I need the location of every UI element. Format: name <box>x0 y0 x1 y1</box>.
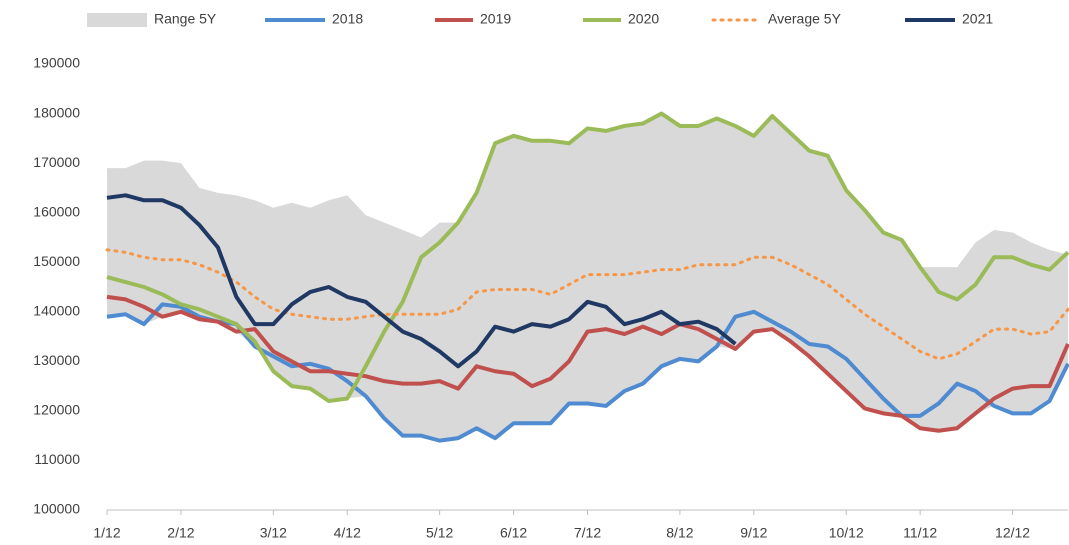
x-tick-label: 2/12 <box>167 525 194 541</box>
legend-label: 2021 <box>962 11 993 27</box>
y-tick-label: 160000 <box>33 203 80 219</box>
y-tick-label: 110000 <box>34 451 80 467</box>
legend-label: 2020 <box>628 11 659 27</box>
y-tick-label: 170000 <box>33 154 80 170</box>
series-line <box>106 302 1069 443</box>
legend-swatch <box>87 13 147 27</box>
legend-label: 2019 <box>480 11 511 27</box>
x-tick-label: 7/12 <box>574 525 601 541</box>
series-line <box>106 193 737 369</box>
legend-label: 2018 <box>332 11 363 27</box>
y-tick-label: 150000 <box>33 253 80 269</box>
legend-label: Range 5Y <box>154 11 217 27</box>
x-tick-label: 6/12 <box>500 525 527 541</box>
x-tick-label: 1/12 <box>93 525 120 541</box>
y-tick-label: 100000 <box>33 501 80 517</box>
series-line <box>106 294 1069 433</box>
x-tick-label: 5/12 <box>426 525 453 541</box>
series-line <box>106 111 1069 403</box>
x-tick-label: 10/12 <box>829 525 864 541</box>
x-tick-label: 3/12 <box>260 525 287 541</box>
x-tick-label: 9/12 <box>740 525 767 541</box>
y-tick-label: 180000 <box>33 104 80 120</box>
legend-label: Average 5Y <box>768 11 842 27</box>
y-tick-label: 120000 <box>33 402 80 418</box>
range-area <box>107 113 1068 441</box>
y-tick-label: 140000 <box>33 302 80 318</box>
x-tick-label: 12/12 <box>995 525 1030 541</box>
y-tick-label: 130000 <box>33 352 80 368</box>
x-tick-label: 8/12 <box>666 525 693 541</box>
x-tick-label: 11/12 <box>903 525 937 541</box>
series-line <box>105 248 1069 361</box>
x-tick-label: 4/12 <box>334 525 361 541</box>
y-tick-label: 190000 <box>33 55 80 71</box>
